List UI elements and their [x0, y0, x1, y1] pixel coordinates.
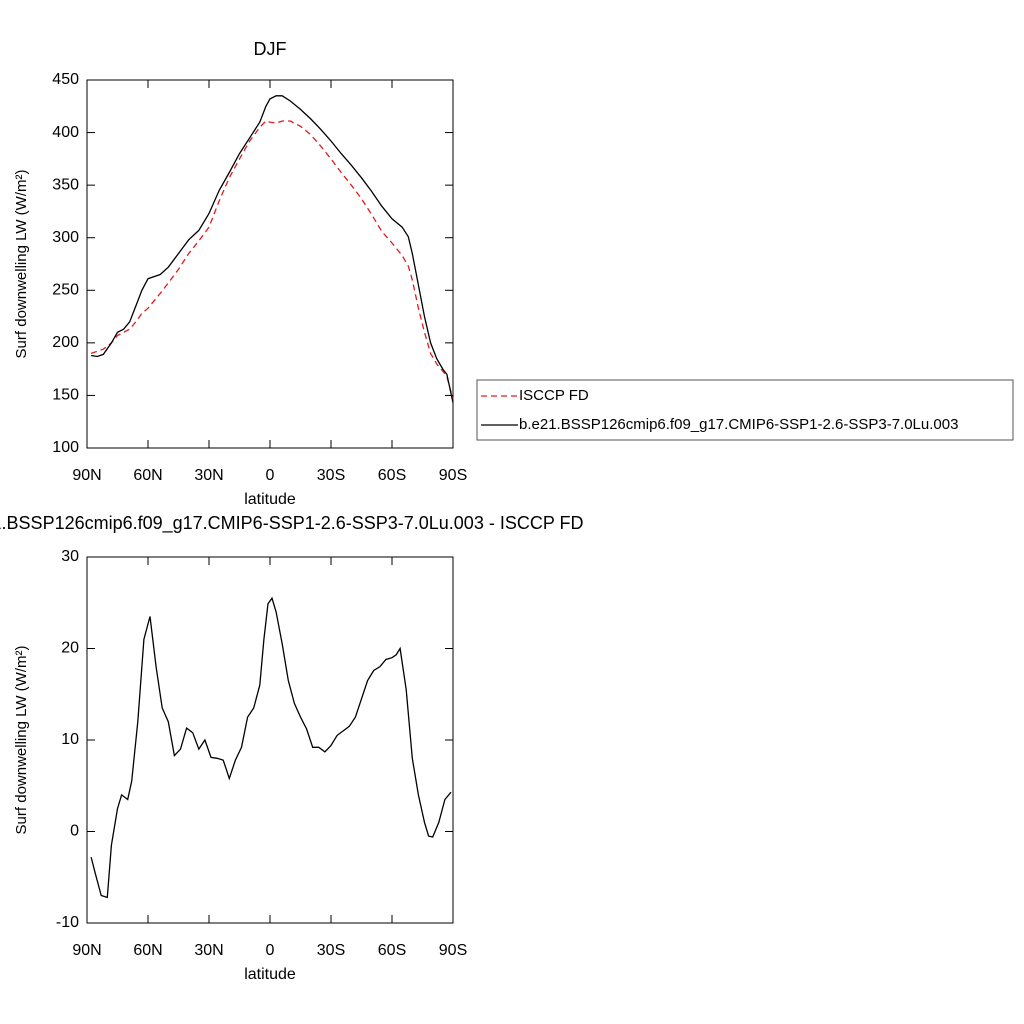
data-line: [90, 95, 454, 403]
x-tick-label: 60N: [133, 467, 162, 484]
y-tick-label: -10: [56, 914, 79, 931]
x-tick-label: 30S: [317, 467, 345, 484]
y-tick-label: 20: [61, 640, 79, 657]
chart-title: DJF: [254, 39, 287, 59]
y-tick-label: 250: [52, 282, 79, 299]
chart-title: b.e21.BSSP126cmip6.f09_g17.CMIP6-SSP1-2.…: [0, 513, 584, 534]
legend-label: b.e21.BSSP126cmip6.f09_g17.CMIP6-SSP1-2.…: [519, 416, 958, 433]
legend-label: ISCCP FD: [519, 387, 589, 404]
y-tick-label: 200: [52, 334, 79, 351]
x-tick-label: 0: [266, 467, 275, 484]
legend-box: [476, 379, 1014, 441]
y-tick-label: 30: [61, 548, 79, 565]
x-tick-label: 90N: [72, 467, 101, 484]
data-line: [90, 120, 454, 400]
y-axis-label: Surf downwelling LW (W/m²): [13, 170, 30, 359]
x-tick-label: 30N: [194, 942, 223, 959]
x-tick-label: 60S: [378, 467, 406, 484]
x-tick-label: 30S: [317, 942, 345, 959]
y-tick-label: 450: [52, 71, 79, 88]
plot-frame: [86, 79, 454, 449]
x-tick-label: 90S: [439, 942, 467, 959]
x-tick-label: 30N: [194, 467, 223, 484]
data-line: [90, 596, 452, 899]
x-tick-label: 60S: [378, 942, 406, 959]
x-tick-label: 0: [266, 942, 275, 959]
y-tick-label: 300: [52, 229, 79, 246]
plot-frame: [86, 556, 454, 924]
y-tick-label: 0: [70, 823, 79, 840]
x-axis-label: latitude: [244, 491, 296, 508]
x-tick-label: 90N: [72, 942, 101, 959]
x-axis-label: latitude: [244, 966, 296, 983]
y-tick-label: 100: [52, 439, 79, 456]
x-tick-label: 90S: [439, 467, 467, 484]
x-tick-label: 60N: [133, 942, 162, 959]
y-tick-label: 400: [52, 124, 79, 141]
y-tick-label: 150: [52, 387, 79, 404]
y-tick-label: 10: [61, 731, 79, 748]
y-axis-label: Surf downwelling LW (W/m²): [13, 646, 30, 835]
y-tick-label: 350: [52, 176, 79, 193]
